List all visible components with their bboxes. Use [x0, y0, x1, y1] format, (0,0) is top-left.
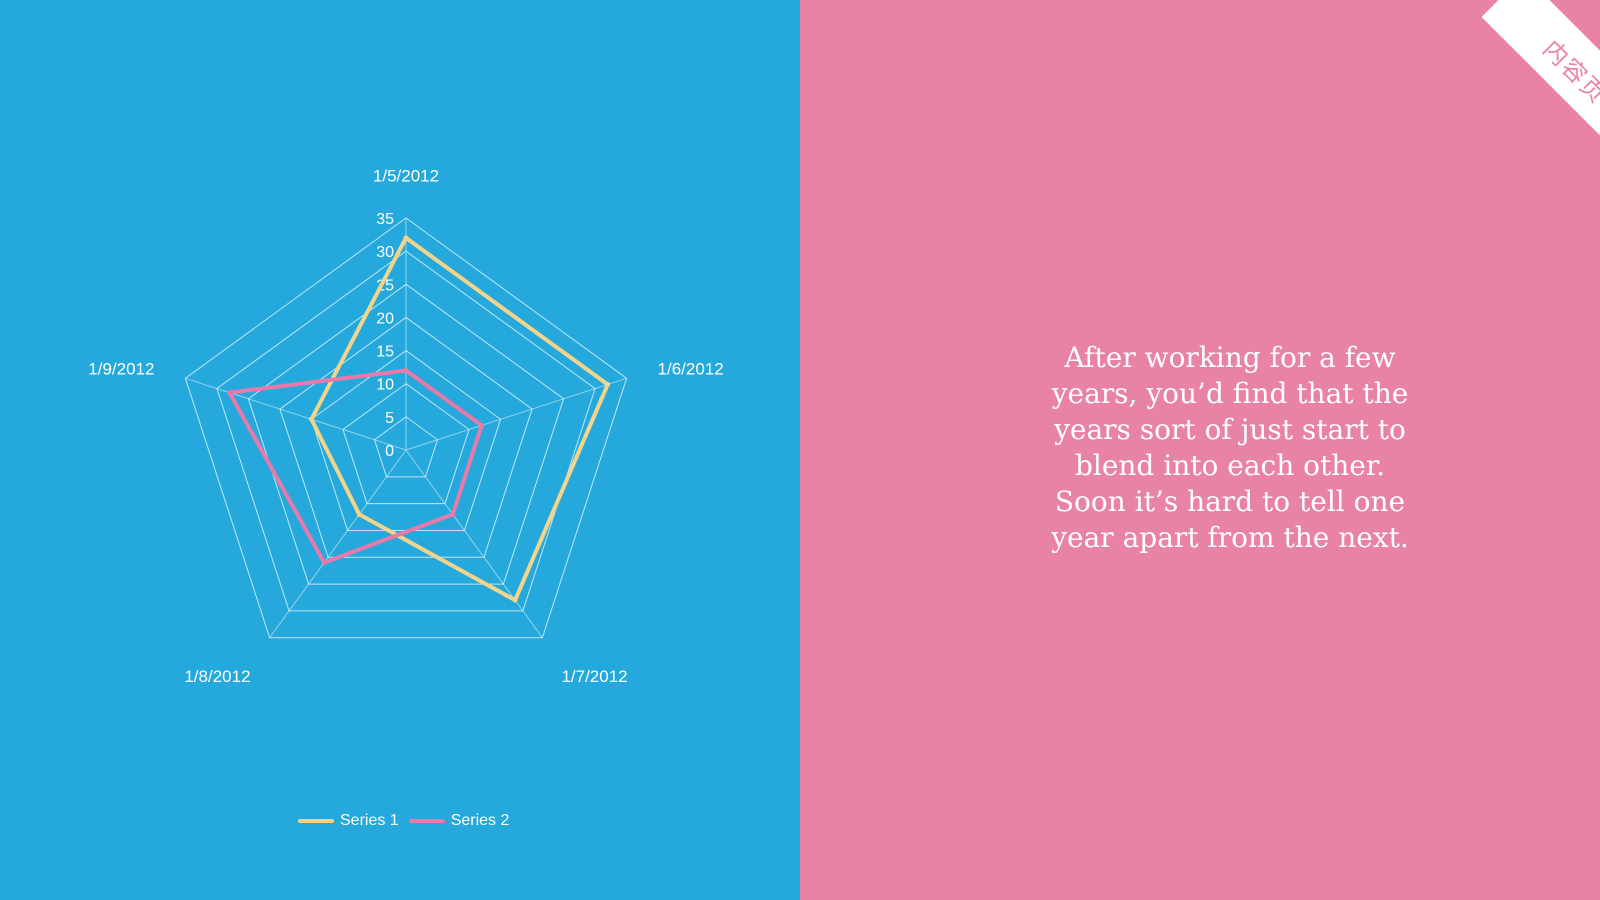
grid-ring-1 [373, 416, 439, 478]
grid-ring-6 [216, 250, 596, 612]
series-1-point-5 [308, 416, 314, 422]
series-line-2 [227, 368, 484, 565]
series-2-point-5 [226, 390, 232, 396]
radar-chart: 051015202530351/5/20121/6/20121/7/20121/… [88, 167, 724, 686]
tick-label-10: 10 [376, 377, 394, 394]
series-1-point-1 [403, 235, 409, 241]
series-2-point-2 [479, 422, 485, 428]
series-2-point-1 [403, 367, 409, 373]
text-panel [800, 0, 1600, 900]
category-label-4: 1/8/2012 [184, 667, 250, 686]
grid-ring-5 [247, 283, 565, 585]
legend-label-series-1: Series 1 [340, 812, 399, 829]
series-1-point-2 [605, 381, 611, 387]
legend-swatch-series-1 [298, 819, 334, 823]
tick-label-5: 5 [385, 410, 394, 427]
axis-spoke-4 [269, 449, 407, 638]
body-text: After working for a few years, you’d fin… [1051, 341, 1409, 554]
category-label-1: 1/5/2012 [373, 167, 439, 186]
tick-label-30: 30 [376, 244, 394, 261]
tick-label-35: 35 [376, 211, 394, 228]
axis-spoke-5 [185, 377, 407, 451]
series-2-point-4 [321, 560, 327, 566]
grid-ring-7 [184, 217, 628, 639]
legend-swatch-series-2 [408, 819, 445, 823]
grid-ring-4 [279, 316, 533, 558]
series-1-point-4 [356, 511, 362, 517]
series-line-1 [309, 235, 610, 603]
series-1-point-3 [512, 597, 518, 603]
axis-spoke-2 [405, 377, 627, 451]
category-label-3: 1/7/2012 [561, 667, 627, 686]
category-label-2: 1/6/2012 [658, 359, 724, 378]
category-label-5: 1/9/2012 [88, 359, 154, 378]
legend-label-series-2: Series 2 [450, 812, 510, 829]
tick-label-15: 15 [376, 344, 394, 361]
legend-item-series-1: Series 1 [298, 812, 399, 830]
axis-spoke-3 [405, 449, 543, 638]
tick-label-0: 0 [385, 443, 394, 460]
legend-item-series-2: Series 2 [408, 812, 510, 830]
series-2-point-3 [450, 511, 456, 517]
grid-ring-2 [342, 383, 470, 505]
tick-label-20: 20 [376, 310, 394, 327]
chart-legend: Series 1 Series 2 [298, 812, 509, 830]
chart-panel [0, 0, 800, 900]
